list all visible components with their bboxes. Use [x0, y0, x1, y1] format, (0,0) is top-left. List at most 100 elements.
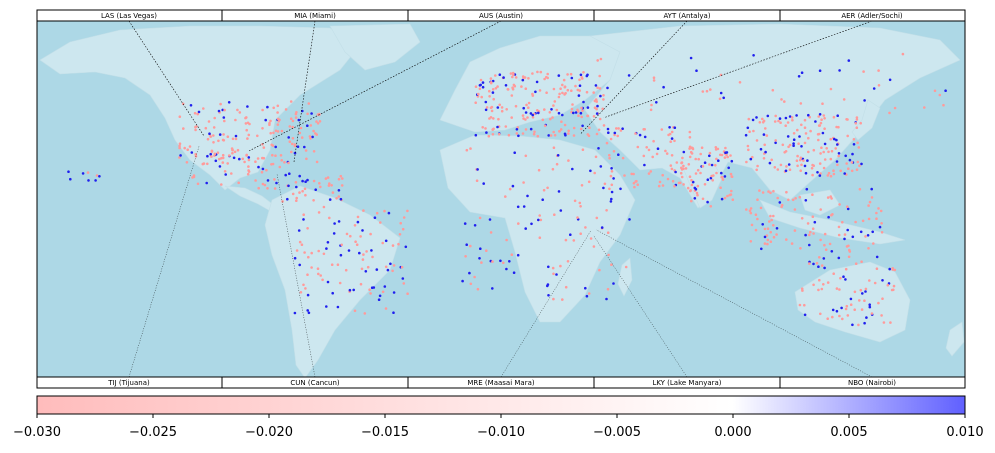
airport-point [879, 209, 883, 213]
airport-point [307, 311, 311, 315]
airport-point [820, 264, 824, 267]
airport-point [841, 220, 844, 224]
airport-point [719, 153, 722, 157]
airport-point [849, 297, 853, 301]
airport-point [555, 108, 559, 112]
airport-point [392, 264, 396, 267]
airport-point [892, 284, 896, 288]
airport-point [694, 172, 698, 175]
airport-point [384, 239, 388, 243]
airport-point [269, 131, 273, 135]
airport-point [481, 85, 485, 89]
airport-point [836, 163, 839, 167]
airport-point [839, 276, 842, 280]
airport-point [703, 183, 707, 186]
airport-point [668, 126, 671, 129]
airport-point [257, 165, 260, 169]
airport-point [580, 106, 583, 110]
airport-point [798, 195, 802, 199]
airport-point [837, 152, 841, 155]
airport-point [796, 164, 799, 168]
airport-point [336, 263, 340, 267]
airport-point [617, 153, 620, 156]
airport-point [758, 189, 761, 192]
airport-point [610, 197, 613, 201]
airport-point [832, 272, 835, 276]
airport-point [882, 321, 886, 324]
airport-point [837, 256, 841, 260]
airport-point [870, 312, 874, 315]
airport-point [744, 133, 748, 137]
airport-point [339, 174, 343, 178]
airport-point [843, 233, 847, 236]
airport-point [606, 127, 610, 131]
airport-point [261, 108, 264, 112]
airport-point [830, 250, 834, 253]
airport-point [615, 127, 618, 130]
airport-point [778, 117, 782, 120]
airport-point [819, 312, 822, 316]
airport-point [770, 218, 773, 222]
airport-point [752, 129, 755, 133]
airport-point [642, 128, 645, 131]
airport-point [610, 183, 614, 187]
airport-point [522, 106, 525, 110]
airport-point [605, 141, 609, 145]
airport-point [822, 257, 826, 260]
airport-point [660, 128, 664, 131]
airport-point [269, 119, 272, 123]
airport-point [645, 146, 648, 149]
airport-point [769, 214, 772, 218]
airport-point [310, 112, 313, 115]
airport-point [589, 237, 593, 240]
airport-point [770, 158, 773, 162]
airport-point [581, 148, 585, 151]
airport-point [690, 152, 694, 155]
airport-point [651, 155, 654, 159]
airport-point [492, 127, 495, 131]
land-masses [39, 23, 965, 377]
airport-point [214, 159, 218, 163]
airport-point [324, 177, 328, 180]
top-label-box [779, 9, 966, 22]
airport-point [873, 281, 877, 285]
airport-point [581, 109, 584, 112]
airport-point [474, 85, 478, 88]
airport-point [478, 216, 482, 220]
airport-point [387, 211, 391, 215]
leader-line [276, 173, 316, 378]
airport-point [578, 84, 582, 87]
airport-point [529, 112, 533, 115]
airport-point [771, 88, 775, 92]
airport-point [221, 138, 225, 142]
airport-point [606, 287, 610, 291]
airport-point [488, 218, 492, 221]
airport-point [261, 182, 265, 186]
airport-point [236, 148, 240, 152]
airport-point [386, 268, 390, 272]
airport-point [695, 191, 699, 195]
airport-point [475, 179, 479, 182]
airport-point [690, 199, 693, 203]
airport-point [546, 283, 550, 286]
airport-point [670, 137, 674, 140]
airport-point [401, 227, 405, 231]
airport-point [491, 88, 495, 91]
airport-point [561, 298, 564, 301]
airport-point [197, 110, 201, 114]
airport-point [537, 168, 541, 172]
airport-point [577, 110, 580, 113]
airport-point [670, 167, 674, 171]
airport-point [555, 273, 558, 276]
airport-point [818, 124, 822, 127]
airport-point [804, 233, 807, 237]
airport-point [708, 151, 712, 155]
airport-point [831, 308, 835, 312]
airport-point [602, 94, 605, 97]
airport-point [564, 285, 568, 289]
airport-point [315, 120, 318, 123]
airport-point [325, 305, 328, 308]
airport-point [497, 132, 501, 136]
airport-point [524, 87, 528, 90]
airport-point [825, 147, 828, 150]
